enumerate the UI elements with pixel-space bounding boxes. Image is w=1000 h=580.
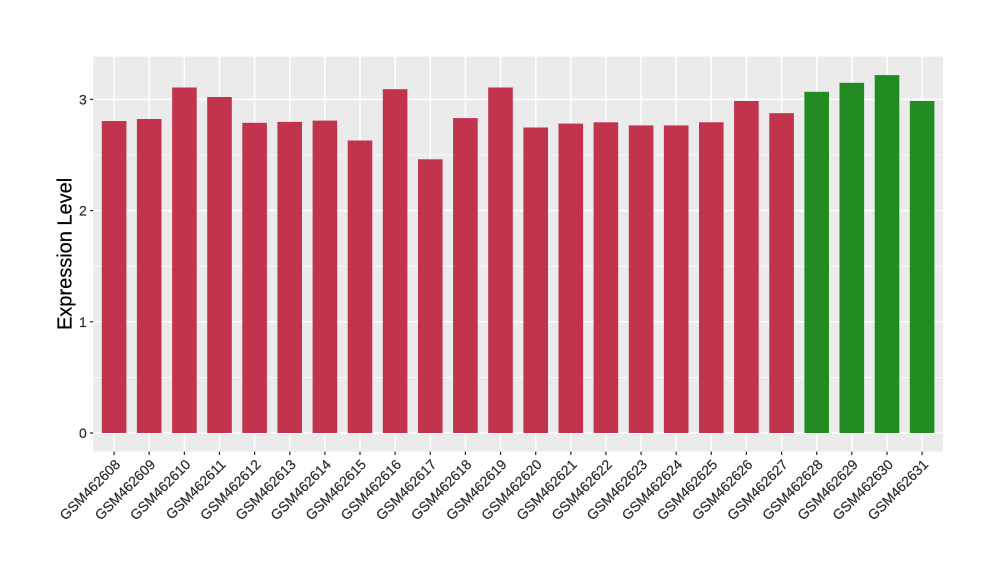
svg-text:0: 0 [79, 425, 87, 441]
svg-text:3: 3 [79, 91, 87, 107]
svg-text:Expression Level: Expression Level [55, 178, 77, 330]
svg-text:1: 1 [79, 314, 87, 330]
svg-text:2: 2 [79, 203, 87, 219]
